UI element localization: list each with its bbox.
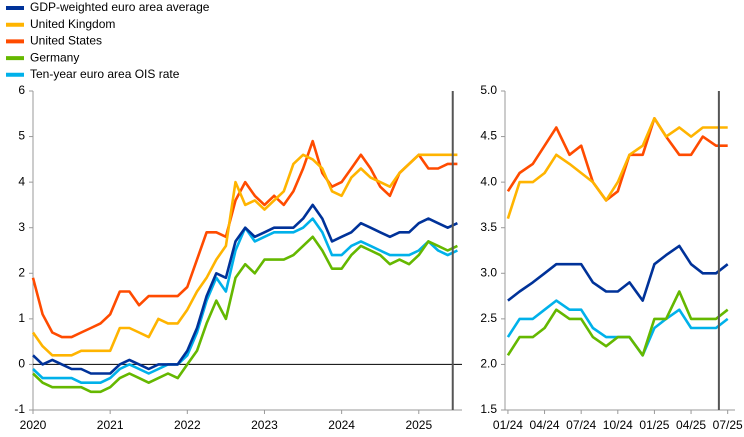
series-line [506,290,729,357]
x-tick-label: 2025 [405,418,432,432]
legend-label: Ten-year euro area OIS rate [30,67,180,81]
legend-label: Germany [30,50,79,64]
x-tick-label: 2022 [174,418,201,432]
x-tick-label: 01/25 [639,418,669,432]
x-tick-label: 2024 [328,418,355,432]
x-tick-label: 2020 [20,418,47,432]
y-tick-label: 2.5 [480,311,497,325]
y-tick-label: 4.0 [480,174,497,188]
y-tick-label: 2 [18,265,25,279]
y-tick-label: 1 [18,311,25,325]
y-tick-label: 1.5 [480,402,497,416]
y-tick-label: 3.0 [480,265,497,279]
y-tick-label: 2.0 [480,357,497,371]
series-line [32,203,458,375]
series-line [31,139,458,339]
legend-label: GDP-weighted euro area average [30,0,210,14]
x-tick-label: 2021 [97,418,124,432]
series-line [32,235,458,394]
series-line [32,217,458,384]
x-tick-label: 07/24 [566,418,596,432]
legend-label: United States [30,34,102,48]
y-tick-label: 3.5 [480,220,497,234]
series-line [507,244,729,302]
series-line [31,153,458,357]
y-tick-label: 5.0 [480,83,497,97]
y-tick-label: 4 [18,174,25,188]
y-tick-label: 0 [18,357,25,371]
legend-label: United Kingdom [30,17,115,31]
x-tick-label: 04/25 [676,418,706,432]
series-line [506,299,729,357]
x-tick-label: 10/24 [603,418,633,432]
y-tick-label: 3 [18,220,25,234]
x-tick-label: 01/24 [493,418,523,432]
x-tick-label: 2023 [251,418,278,432]
x-tick-label: 07/25 [713,418,743,432]
y-tick-label: 4.5 [480,129,497,143]
y-tick-label: 5 [18,129,25,143]
y-tick-label: -1 [14,402,25,416]
series-line [506,117,728,202]
y-tick-label: 6 [18,83,25,97]
x-tick-label: 04/24 [530,418,560,432]
series-line [506,117,728,219]
